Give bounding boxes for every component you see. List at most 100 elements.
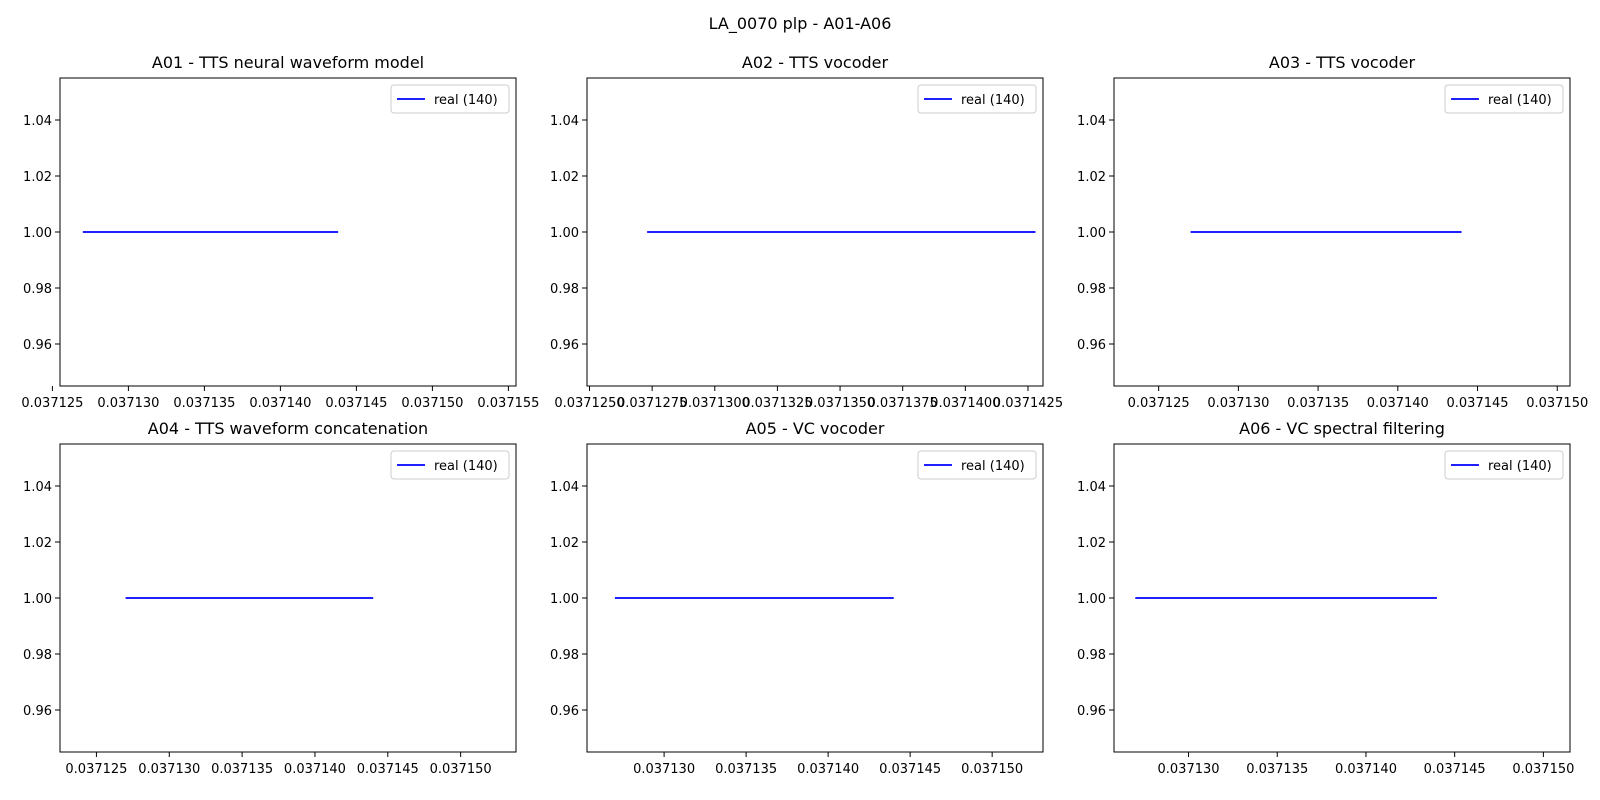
y-tick-label: 1.00 — [550, 592, 579, 607]
x-tick-label: 0.037125 — [65, 762, 127, 777]
y-tick-label: 0.98 — [550, 648, 579, 663]
subplot-title: A03 - TTS vocoder — [1269, 53, 1416, 72]
y-tick-label: 1.04 — [550, 114, 579, 129]
y-tick-label: 0.96 — [550, 704, 579, 719]
subplot-title: A02 - TTS vocoder — [742, 53, 889, 72]
x-tick-label: 0.037125 — [21, 396, 83, 411]
x-tick-label: 0.037130 — [1207, 396, 1269, 411]
legend-box — [917, 450, 1037, 480]
x-tick-label: 0.0371425 — [993, 396, 1063, 411]
subplot-title: A05 - VC vocoder — [746, 419, 885, 438]
x-tick-label: 0.037135 — [715, 762, 777, 777]
y-tick-label: 0.96 — [23, 338, 52, 353]
y-tick-label: 0.98 — [23, 648, 52, 663]
x-tick-label: 0.037150 — [401, 396, 463, 411]
x-tick-label: 0.0371375 — [868, 396, 938, 411]
x-tick-label: 0.037150 — [1512, 762, 1574, 777]
y-tick-label: 0.98 — [1077, 282, 1106, 297]
y-tick-label: 1.00 — [1077, 226, 1106, 241]
x-tick-label: 0.0371400 — [930, 396, 1000, 411]
figure-title: LA_0070 plp - A01-A06 — [709, 14, 892, 34]
legend-label: real (140) — [961, 459, 1025, 474]
x-tick-label: 0.037130 — [633, 762, 695, 777]
x-tick-label: 0.037135 — [1287, 396, 1349, 411]
legend-box — [390, 84, 510, 114]
subplot-1: A01 - TTS neural waveform model 0.037125 0… — [21, 53, 539, 411]
x-tick-label: 0.037140 — [249, 396, 311, 411]
y-tick-label: 1.00 — [550, 226, 579, 241]
legend-label: real (140) — [434, 93, 498, 108]
legend: real (140) — [1444, 84, 1564, 114]
y-tick-label: 0.98 — [23, 282, 52, 297]
y-tick-label: 1.04 — [23, 480, 52, 495]
x-tick-label: 0.037140 — [284, 762, 346, 777]
x-tick-label: 0.037145 — [325, 396, 387, 411]
x-tick-label: 0.037135 — [173, 396, 235, 411]
x-tick-label: 0.037155 — [477, 396, 539, 411]
x-tick-label: 0.037150 — [430, 762, 492, 777]
y-tick-label: 1.02 — [550, 170, 579, 185]
y-tick-label: 1.04 — [1077, 480, 1106, 495]
x-tick-label: 0.037150 — [961, 762, 1023, 777]
x-tick-label: 0.037140 — [1335, 762, 1397, 777]
x-tick-label: 0.037140 — [797, 762, 859, 777]
y-tick-label: 1.04 — [1077, 114, 1106, 129]
y-tick-label: 1.00 — [23, 592, 52, 607]
x-tick-label: 0.037130 — [138, 762, 200, 777]
y-tick-label: 0.96 — [550, 338, 579, 353]
subplot-4: A04 - TTS waveform concatenation 0.037125… — [23, 419, 517, 777]
x-tick-label: 0.037130 — [1158, 762, 1220, 777]
y-tick-label: 0.98 — [1077, 648, 1106, 663]
subplot-title: A06 - VC spectral filtering — [1239, 419, 1445, 438]
y-tick-label: 1.02 — [23, 170, 52, 185]
y-tick-label: 0.98 — [550, 282, 579, 297]
y-tick-label: 1.02 — [1077, 536, 1106, 551]
y-tick-label: 1.04 — [23, 114, 52, 129]
legend-box — [390, 450, 510, 480]
x-tick-label: 0.037145 — [879, 762, 941, 777]
x-tick-label: 0.037135 — [211, 762, 273, 777]
subplot-5: A05 - VC vocoder 0.037130 0.037135 0.037140… — [550, 419, 1044, 777]
y-tick-label: 1.04 — [550, 480, 579, 495]
y-tick-label: 0.96 — [23, 704, 52, 719]
legend: real (140) — [390, 84, 510, 114]
x-tick-label: 0.037125 — [1128, 396, 1190, 411]
x-tick-label: 0.0371250 — [554, 396, 624, 411]
x-tick-label: 0.0371275 — [617, 396, 687, 411]
x-tick-label: 0.037145 — [1424, 762, 1486, 777]
y-tick-label: 1.02 — [550, 536, 579, 551]
legend-box — [1444, 84, 1564, 114]
legend-label: real (140) — [434, 459, 498, 474]
x-tick-label: 0.037135 — [1246, 762, 1308, 777]
x-tick-label: 0.0371325 — [742, 396, 812, 411]
y-tick-label: 1.02 — [1077, 170, 1106, 185]
legend-label: real (140) — [1488, 93, 1552, 108]
x-tick-label: 0.037130 — [97, 396, 159, 411]
x-tick-label: 0.037140 — [1367, 396, 1429, 411]
legend-box — [1444, 450, 1564, 480]
legend: real (140) — [1444, 450, 1564, 480]
y-tick-label: 0.96 — [1077, 338, 1106, 353]
legend: real (140) — [917, 84, 1037, 114]
subplot-title: A01 - TTS neural waveform model — [152, 53, 424, 72]
legend-label: real (140) — [961, 93, 1025, 108]
subplot-title: A04 - TTS waveform concatenation — [148, 419, 428, 438]
y-tick-label: 1.00 — [23, 226, 52, 241]
legend-label: real (140) — [1488, 459, 1552, 474]
y-tick-label: 1.00 — [1077, 592, 1106, 607]
legend-box — [917, 84, 1037, 114]
legend: real (140) — [917, 450, 1037, 480]
x-tick-label: 0.037150 — [1526, 396, 1588, 411]
subplot-3: A03 - TTS vocoder 0.037125 0.037130 0.03713… — [1077, 53, 1588, 411]
subplot-2: A02 - TTS vocoder0.03712500.03712750.037… — [550, 53, 1063, 411]
y-tick-label: 0.96 — [1077, 704, 1106, 719]
legend: real (140) — [390, 450, 510, 480]
x-tick-label: 0.0371350 — [805, 396, 875, 411]
subplot-6: A06 - VC spectral filtering 0.037130 0.037… — [1077, 419, 1574, 777]
x-tick-label: 0.037145 — [1447, 396, 1509, 411]
x-tick-label: 0.0371300 — [680, 396, 750, 411]
y-tick-label: 1.02 — [23, 536, 52, 551]
x-tick-label: 0.037145 — [357, 762, 419, 777]
